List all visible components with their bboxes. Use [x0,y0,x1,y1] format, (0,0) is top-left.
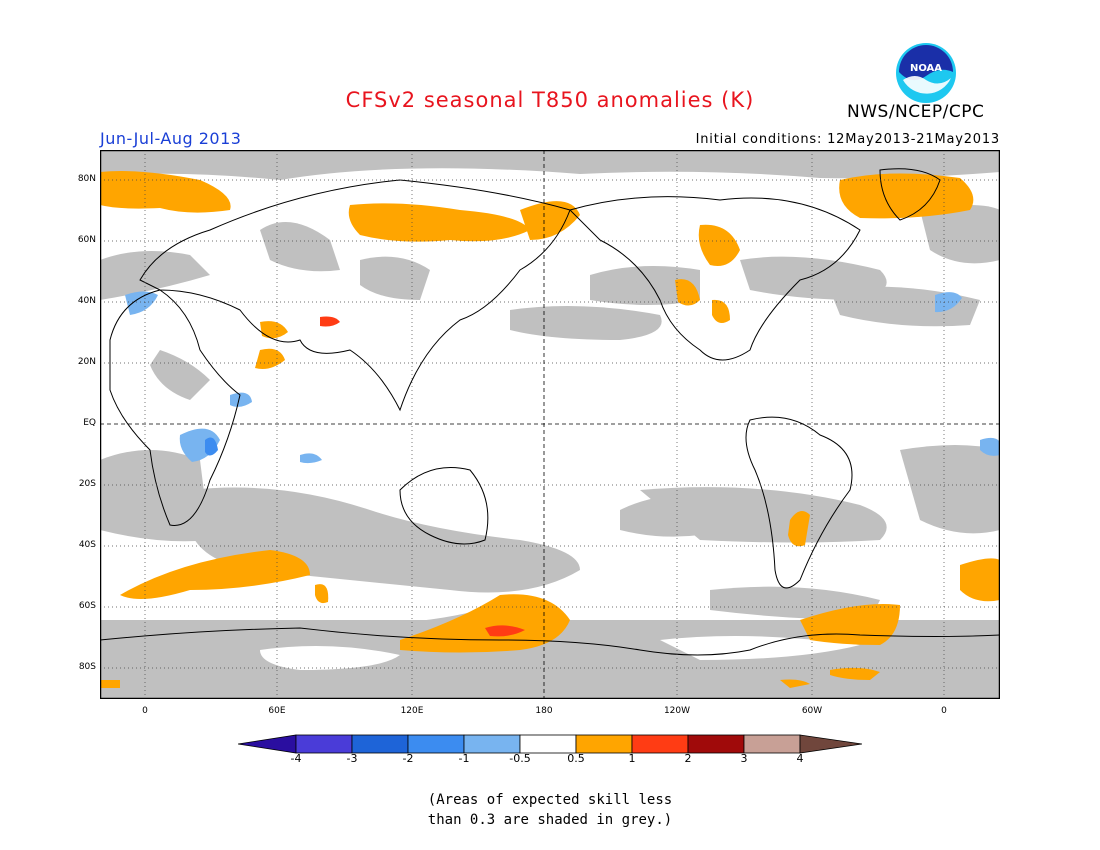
initial-conditions-label: Initial conditions: 12May2013-21May2013 [695,132,1000,147]
noaa-logo: NOAA [896,43,956,103]
lat-label-40s: 40S [78,540,96,550]
footnote-line-1: (Areas of expected skill less [427,792,673,808]
colorbar-tick: 3 [740,752,748,765]
colorbar-tick: -0.5 [509,752,531,765]
lat-label-20n: 20N [77,357,96,367]
lon-label-120e: 120E [400,706,424,716]
lat-label-80n: 80N [77,174,96,184]
lat-label-80s: 80S [78,662,96,672]
lon-label-0-east: 0 [941,706,947,716]
lon-label-120w: 120W [663,706,691,716]
map-title: CFSv2 seasonal T850 anomalies (K) [345,88,755,112]
lat-label-20s: 20S [78,479,96,489]
colorbar-tick: -1 [458,752,470,765]
colorbar-tick: 2 [684,752,692,765]
map-frame [100,150,1000,699]
lat-label-60s: 60S [78,601,96,611]
colorbar-tick: -3 [346,752,358,765]
svg-text:NOAA: NOAA [910,63,942,74]
lat-label-eq: EQ [83,418,96,428]
lon-label-180: 180 [535,706,553,716]
agency-label: NWS/NCEP/CPC [847,102,985,122]
colorbar-tick: 4 [796,752,804,765]
lat-label-60n: 60N [77,235,96,245]
lon-label-0: 0 [142,706,148,716]
cool-anomaly-areas [125,291,1000,464]
strong-warm-anomaly-areas [320,316,525,637]
colorbar-tick: 0.5 [567,752,585,765]
low-skill-grey-areas [100,150,1000,699]
season-label: Jun-Jul-Aug 2013 [100,129,242,148]
color-bar [238,734,862,754]
equator-dateline [100,150,1000,699]
lon-label-60w: 60W [801,706,823,716]
colorbar-tick: 1 [628,752,636,765]
lon-label-60e: 60E [268,706,286,716]
warm-anomaly-areas [100,171,1000,688]
footnote-line-2: than 0.3 are shaded in grey.) [427,812,673,828]
colorbar-tick: -4 [290,752,302,765]
continent-outlines [100,168,1000,656]
colorbar-tick: -2 [402,752,414,765]
anomaly-map [100,150,1000,699]
lat-label-40n: 40N [77,296,96,306]
